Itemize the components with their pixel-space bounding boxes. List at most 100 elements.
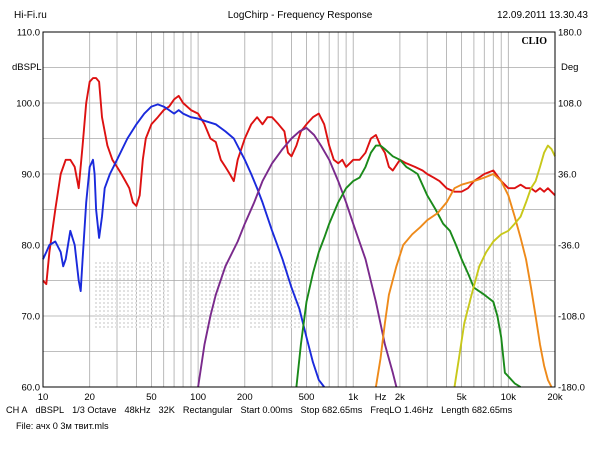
- watermark-dot: [274, 282, 276, 284]
- watermark-dot: [266, 306, 268, 308]
- watermark-dot: [221, 302, 223, 304]
- watermark-dot: [332, 266, 334, 268]
- watermark-dot: [328, 270, 330, 272]
- watermark-dot: [417, 306, 419, 308]
- watermark-dot: [127, 294, 129, 296]
- watermark-dot: [332, 298, 334, 300]
- watermark-dot: [290, 298, 292, 300]
- watermark-dot: [324, 282, 326, 284]
- watermark-dot: [262, 274, 264, 276]
- watermark-dot: [111, 326, 113, 328]
- watermark-dot: [497, 266, 499, 268]
- watermark-dot: [193, 322, 195, 324]
- watermark-dot: [449, 270, 451, 272]
- watermark-dot: [143, 302, 145, 304]
- watermark-dot: [477, 262, 479, 264]
- watermark-dot: [477, 318, 479, 320]
- watermark-dot: [320, 286, 322, 288]
- watermark-dot: [127, 310, 129, 312]
- watermark-dot: [266, 266, 268, 268]
- watermark-dot: [213, 294, 215, 296]
- watermark-dot: [489, 326, 491, 328]
- watermark-dot: [481, 310, 483, 312]
- watermark-dot: [111, 266, 113, 268]
- watermark-dot: [258, 294, 260, 296]
- watermark-dot: [489, 322, 491, 324]
- watermark-dot: [131, 326, 133, 328]
- watermark-dot: [262, 298, 264, 300]
- watermark-dot: [159, 282, 161, 284]
- watermark-dot: [151, 286, 153, 288]
- watermark-dot: [356, 306, 358, 308]
- watermark-dot: [344, 270, 346, 272]
- watermark-dot: [405, 266, 407, 268]
- watermark-dot: [163, 306, 165, 308]
- watermark-dot: [437, 286, 439, 288]
- watermark-dot: [155, 322, 157, 324]
- watermark-dot: [217, 274, 219, 276]
- watermark-dot: [332, 278, 334, 280]
- watermark-dot: [465, 302, 467, 304]
- watermark-dot: [493, 266, 495, 268]
- watermark-dot: [209, 286, 211, 288]
- watermark-dot: [197, 322, 199, 324]
- watermark-dot: [274, 306, 276, 308]
- watermark-dot: [340, 278, 342, 280]
- watermark-dot: [505, 326, 507, 328]
- watermark-dot: [221, 286, 223, 288]
- watermark-dot: [290, 262, 292, 264]
- watermark-dot: [332, 282, 334, 284]
- watermark-dot: [159, 270, 161, 272]
- watermark-dot: [405, 282, 407, 284]
- watermark-dot: [409, 262, 411, 264]
- watermark-dot: [340, 314, 342, 316]
- watermark-dot: [225, 298, 227, 300]
- watermark-dot: [417, 278, 419, 280]
- watermark-dot: [429, 294, 431, 296]
- watermark-dot: [286, 318, 288, 320]
- watermark-dot: [298, 270, 300, 272]
- watermark-dot: [336, 314, 338, 316]
- watermark-dot: [481, 274, 483, 276]
- watermark-dot: [413, 326, 415, 328]
- watermark-dot: [340, 318, 342, 320]
- watermark-dot: [163, 322, 165, 324]
- watermark-dot: [143, 306, 145, 308]
- y2-tick-label: -180.0: [558, 383, 585, 394]
- watermark-dot: [417, 322, 419, 324]
- watermark-dot: [155, 294, 157, 296]
- watermark-dot: [213, 262, 215, 264]
- watermark-dot: [115, 294, 117, 296]
- watermark-dot: [193, 318, 195, 320]
- watermark-dot: [348, 326, 350, 328]
- watermark-dot: [453, 318, 455, 320]
- watermark-dot: [453, 278, 455, 280]
- watermark-dot: [497, 274, 499, 276]
- watermark-dot: [123, 326, 125, 328]
- watermark-dot: [286, 262, 288, 264]
- watermark-dot: [413, 298, 415, 300]
- watermark-dot: [237, 326, 239, 328]
- watermark-dot: [135, 270, 137, 272]
- watermark-dot: [262, 326, 264, 328]
- watermark-dot: [469, 326, 471, 328]
- watermark-dot: [332, 262, 334, 264]
- watermark-dot: [123, 278, 125, 280]
- watermark-dot: [225, 282, 227, 284]
- watermark-dot: [437, 318, 439, 320]
- watermark-dot: [497, 306, 499, 308]
- watermark-dot: [143, 314, 145, 316]
- watermark-dot: [274, 274, 276, 276]
- watermark-dot: [139, 302, 141, 304]
- watermark-dot: [99, 270, 101, 272]
- watermark-dot: [258, 274, 260, 276]
- watermark-dot: [201, 306, 203, 308]
- watermark-dot: [266, 302, 268, 304]
- watermark-dot: [217, 318, 219, 320]
- watermark-dot: [131, 278, 133, 280]
- watermark-dot: [229, 322, 231, 324]
- watermark-dot: [505, 294, 507, 296]
- watermark-dot: [197, 314, 199, 316]
- watermark-dot: [477, 302, 479, 304]
- watermark-dot: [147, 270, 149, 272]
